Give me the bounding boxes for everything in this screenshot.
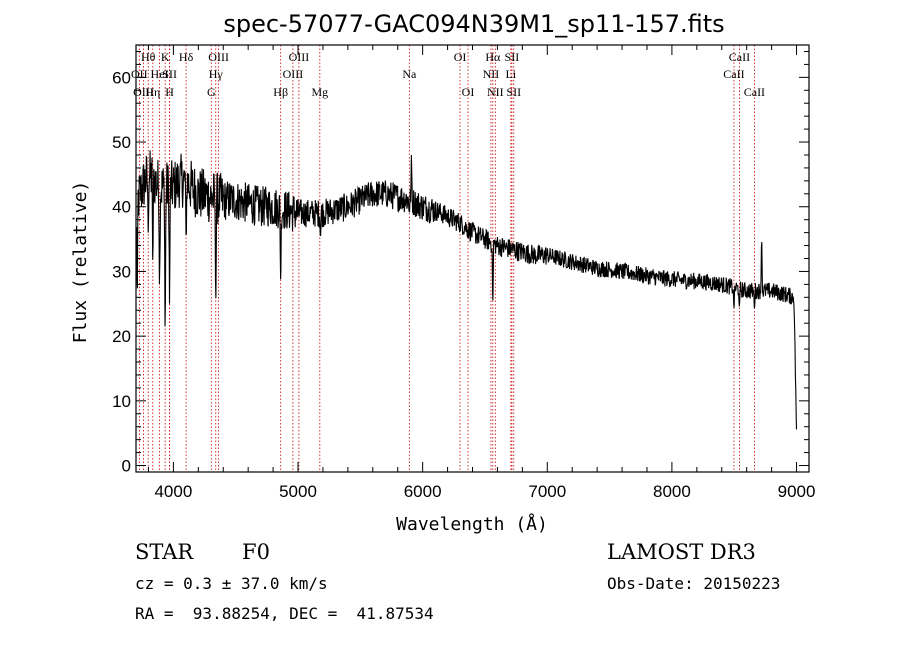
spectral-line-label: Hα [485, 50, 501, 64]
spectral-line-label: OI [454, 50, 467, 64]
spectral-line-label: NII [483, 67, 500, 81]
spectral-line-label: SII [505, 50, 520, 64]
spectral-line-label: CaII [723, 67, 744, 81]
spectral-line-label: Li [506, 67, 517, 81]
spectral-line-label: Hη [145, 85, 160, 99]
spectral-line-label: K [161, 50, 170, 64]
spectral-line-label: OI [462, 85, 475, 99]
spectral-line-label: H [165, 85, 174, 99]
object-subclass: F0 [242, 540, 270, 564]
spectral-line-label: OII [131, 67, 148, 81]
spectral-line-label: Hγ [209, 67, 224, 81]
spectral-line-label: Hδ [179, 50, 194, 64]
observation-date: Obs-Date: 20150223 [607, 574, 781, 593]
spectral-line-label: Mg [311, 85, 328, 99]
x-axis-label: Wavelength (Å) [396, 513, 548, 535]
axis-ticks: 4000 5000 6000 7000 8000 9000 0 10 20 30 40 50 60 [112, 45, 815, 501]
spectral-line-label: SII [162, 67, 177, 81]
spectral-line-label: NII [487, 85, 504, 99]
coordinates-readout: RA = 93.88254, DEC = 41.87534 [135, 604, 434, 623]
spectral-line-label: Hβ [273, 85, 288, 99]
x-tick-label: 6000 [404, 482, 442, 501]
spectral-line-label: OIII [208, 50, 229, 64]
spectral-line-label: CaII [729, 50, 750, 64]
spectral-line-label: CaII [744, 85, 765, 99]
spectral-line-label: G [207, 85, 216, 99]
spectrum-line [136, 150, 798, 430]
chart-title: spec-57077-GAC094N39M1_sp11-157.fits [223, 10, 724, 38]
spectral-line-label: OIII [289, 50, 310, 64]
y-tick-label: 0 [122, 457, 131, 476]
x-tick-label: 8000 [653, 482, 691, 501]
y-tick-label: 40 [112, 198, 131, 217]
y-tick-label: 30 [112, 262, 131, 281]
spectral-line-label: Hθ [141, 50, 156, 64]
spectral-line-label: SII [506, 85, 521, 99]
spectral-line-label: OIII [133, 85, 154, 99]
y-axis-label: Flux (relative) [70, 181, 91, 344]
object-class: STAR [135, 540, 194, 564]
x-tick-label: 4000 [154, 482, 192, 501]
redshift-readout: cz = 0.3 ± 37.0 km/s [135, 574, 328, 593]
x-tick-label: 7000 [528, 482, 566, 501]
spectral-line-label: HeI [151, 67, 169, 81]
spectral-line-label: Na [402, 67, 417, 81]
y-tick-label: 20 [112, 327, 131, 346]
x-tick-label: 5000 [279, 482, 317, 501]
y-tick-label: 10 [112, 392, 131, 411]
y-tick-label: 50 [112, 133, 131, 152]
y-tick-label: 60 [112, 68, 131, 87]
x-tick-label: 9000 [778, 482, 816, 501]
spectral-line-label: OIII [283, 67, 304, 81]
plot-frame [135, 44, 810, 473]
survey-name: LAMOST DR3 [607, 540, 756, 564]
spectral-line-markers [138, 45, 755, 472]
